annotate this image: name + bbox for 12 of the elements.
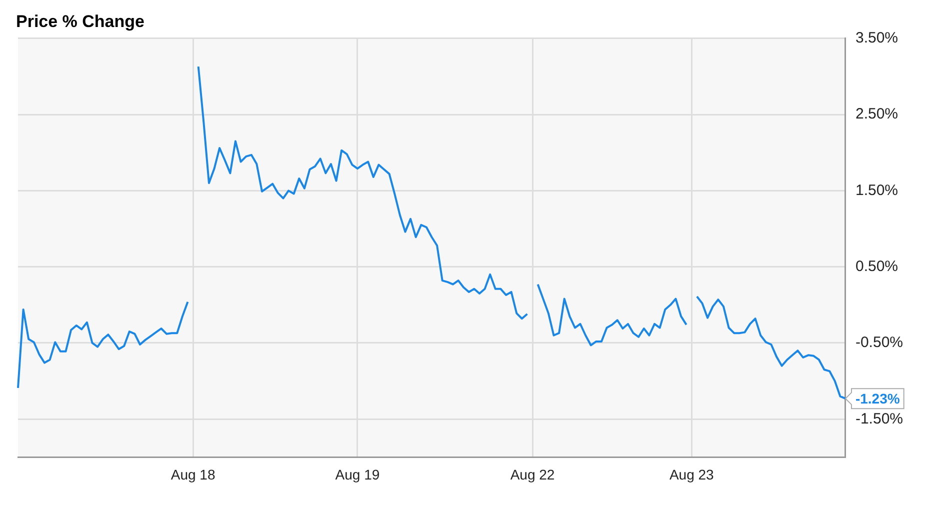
x-tick-label: Aug 23 [669,466,714,482]
x-tick-label: Aug 19 [335,466,380,482]
y-tick-label: 1.50% [855,182,898,199]
y-tick-label: 3.50% [855,30,898,47]
text: -1.23% [855,390,900,406]
y-tick-label: 0.50% [855,258,898,275]
y-tick-label: -0.50% [855,334,904,352]
chart-title: Price % Change [16,12,144,31]
y-tick-label: -1.50% [855,410,904,428]
y-tick-label: 2.50% [855,106,898,123]
x-tick-label: Aug 18 [170,466,216,482]
x-tick-label: Aug 22 [510,466,555,482]
